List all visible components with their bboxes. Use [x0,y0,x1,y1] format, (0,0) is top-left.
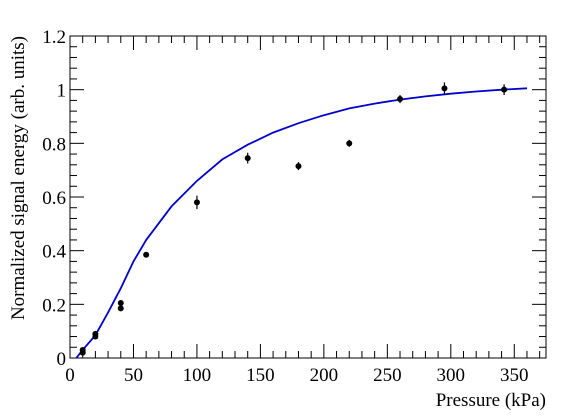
x-axis-title: Pressure (kPa) [436,390,546,411]
y-axis-ticks: 0 0.2 0.4 0.6 0.8 1 1.2 [42,27,546,370]
y-tick-label: 0.4 [42,242,66,263]
x-tick-label: 50 [124,365,143,386]
fit-curve-layer [75,87,528,359]
y-tick-label: 0.6 [42,188,66,209]
y-tick-label: 0.8 [42,134,66,155]
data-point [117,305,124,312]
data-point [397,96,404,103]
x-tick-label: 200 [310,365,339,386]
data-point [441,85,448,92]
x-tick-label: 0 [65,365,75,386]
y-axis-title: Normalized signal energy (arb. units) [8,36,29,320]
x-tick-label: 350 [500,365,529,386]
x-tick-label: 250 [373,365,402,386]
x-axis-ticks: 0 50 100 150 200 250 300 350 [65,36,541,386]
data-point [117,299,124,306]
y-tick-label: 1.2 [42,27,66,48]
data-point [79,346,86,353]
x-tick-label: 300 [437,365,466,386]
data-points-layer [79,82,508,356]
data-point [92,330,99,337]
data-point [346,140,353,147]
data-point [143,251,150,258]
y-tick-label: 0.2 [42,295,66,316]
x-tick-label: 150 [246,365,275,386]
y-tick-label: 0 [57,349,67,370]
fit-curve [75,87,528,359]
data-point [244,155,251,162]
x-tick-label: 100 [183,365,212,386]
data-point [295,163,302,170]
plot-frame [69,35,547,359]
data-point [501,86,508,93]
data-point [193,199,200,206]
y-tick-label: 1 [57,81,67,102]
